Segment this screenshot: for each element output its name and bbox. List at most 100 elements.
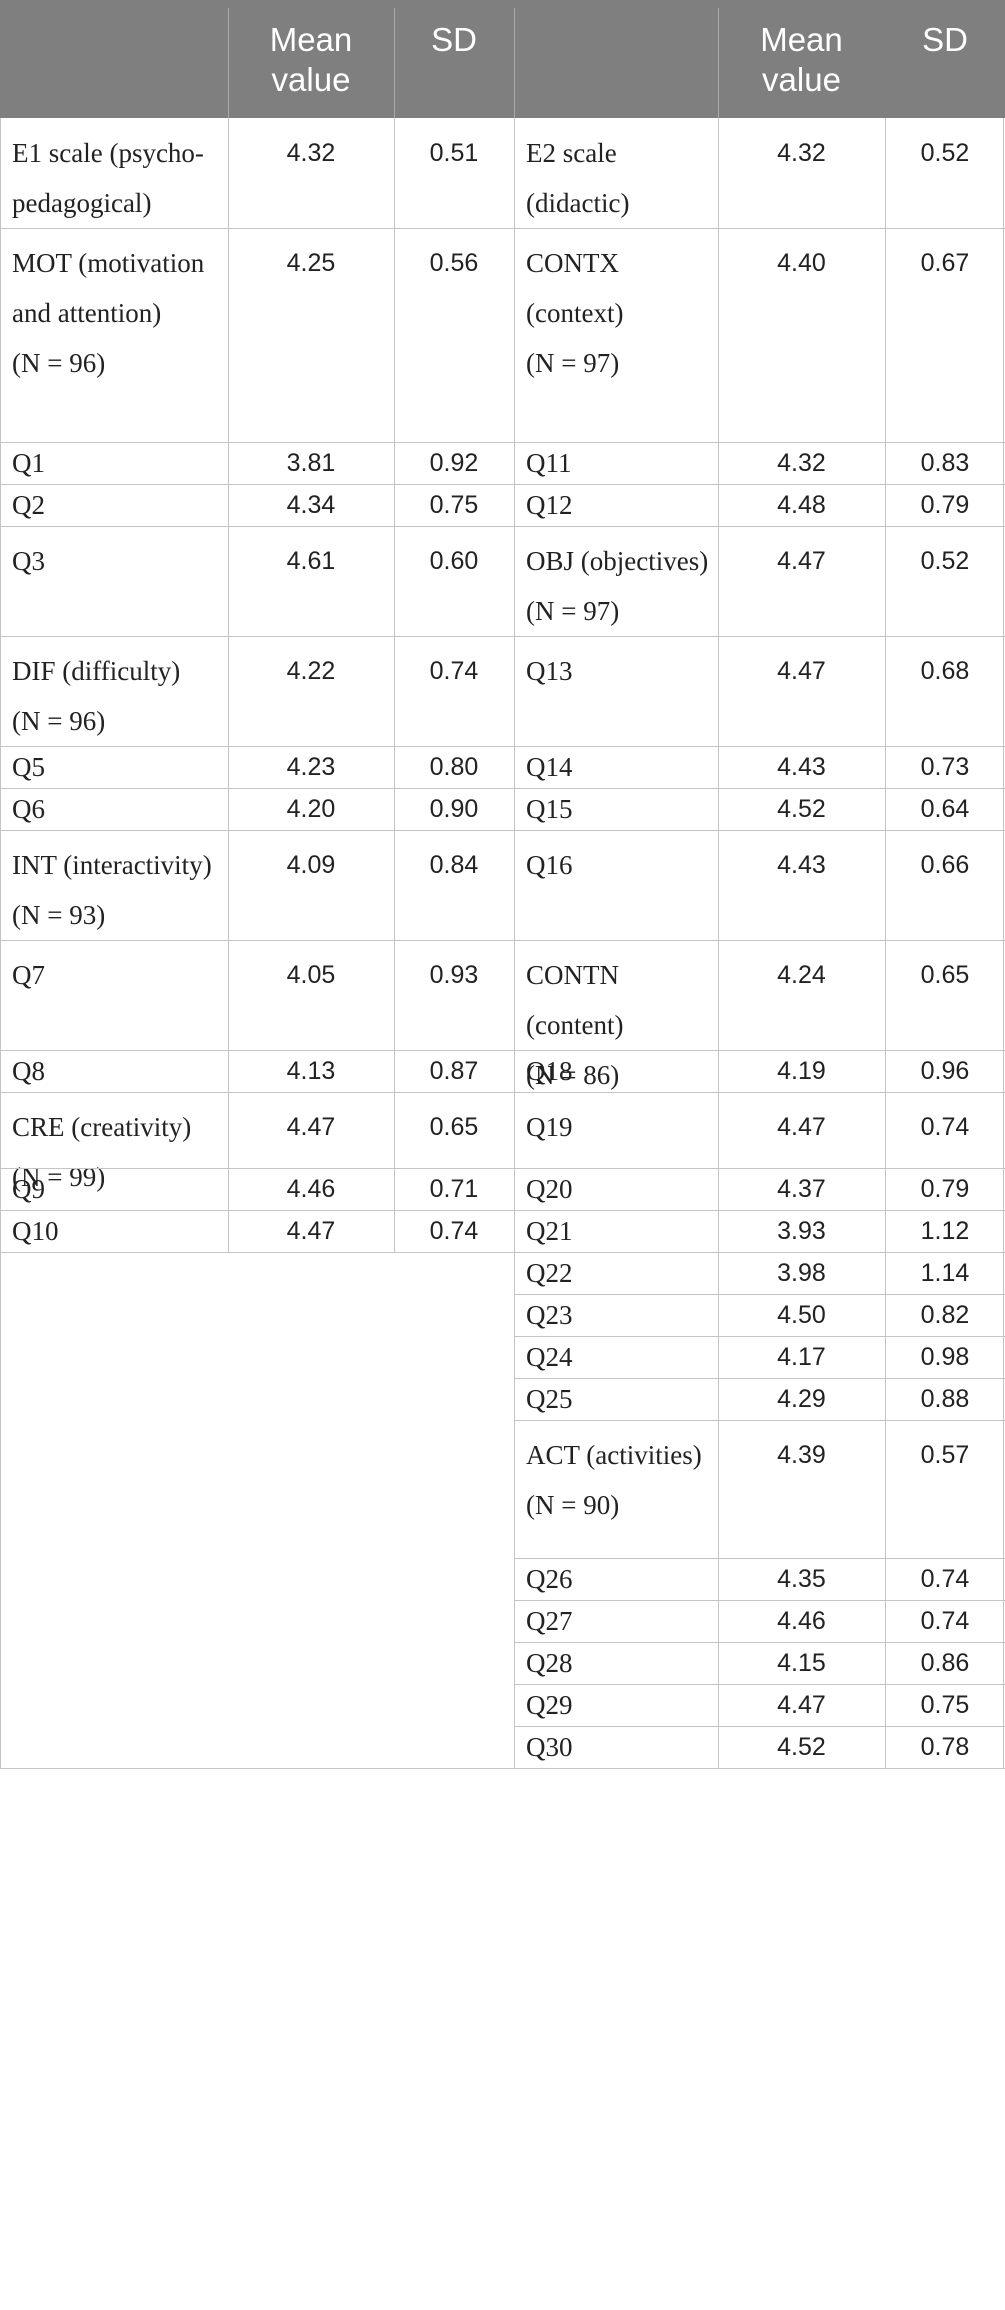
sd-value: 1.12 [920, 1217, 970, 1245]
row-divider [0, 746, 514, 747]
column-divider [718, 118, 719, 1768]
sd-value: 0.74 [429, 1217, 479, 1245]
row-divider [514, 746, 1005, 747]
row-divider [0, 1252, 514, 1253]
row-label-text: DIF (difficulty) [12, 656, 181, 686]
row-label: Q26 [514, 1558, 718, 1600]
row-label-text: Q28 [526, 1648, 573, 1678]
sd-value: 0.74 [920, 1607, 970, 1635]
sd-value: 0.65 [429, 1113, 479, 1141]
row-label-text: CRE (creativity) [12, 1112, 192, 1142]
row-n-count: (N = 97) [526, 596, 620, 626]
row-label-text: OBJ (objectives) [526, 546, 709, 576]
mean-value: 4.40 [777, 249, 826, 277]
header-blank-right [514, 0, 718, 118]
row-divider [514, 636, 1005, 637]
mean-value: 4.32 [777, 449, 826, 477]
sd-value: 0.78 [920, 1733, 970, 1761]
mean-value: 4.22 [286, 657, 336, 685]
row-label: Q20 [514, 1168, 718, 1210]
header-sd-right: SD [922, 21, 968, 58]
row-label: Q2 [0, 484, 228, 526]
sd-value: 1.14 [920, 1259, 970, 1287]
row-divider [514, 1726, 1005, 1727]
row-label: Q27 [514, 1600, 718, 1642]
header-blank-left [0, 0, 228, 118]
row-label: E1 scale (psycho-pedagogical) [0, 118, 228, 228]
row-label-text: Q21 [526, 1216, 573, 1246]
row-divider [0, 442, 514, 443]
mean-value: 3.93 [777, 1217, 826, 1245]
row-divider [514, 830, 1005, 831]
mean-value: 4.35 [777, 1565, 826, 1593]
mean-value: 4.24 [777, 961, 826, 989]
column-divider [514, 118, 515, 1768]
sd-value: 0.60 [429, 547, 479, 575]
row-divider [0, 228, 514, 229]
mean-value: 4.20 [286, 795, 336, 823]
mean-value: 4.47 [777, 657, 826, 685]
mean-value: 4.52 [777, 1733, 826, 1761]
row-label-text: Q12 [526, 490, 573, 520]
row-divider [0, 830, 514, 831]
mean-value: 4.47 [286, 1217, 336, 1245]
mean-value: 4.47 [777, 1113, 826, 1141]
row-n-count: (N = 96) [12, 706, 106, 736]
mean-value: 4.23 [286, 753, 336, 781]
row-divider [514, 228, 1005, 229]
row-label-text: Q27 [526, 1606, 573, 1636]
row-divider [514, 1378, 1005, 1379]
row-label: Q19 [514, 1092, 718, 1168]
row-label-text: Q11 [526, 448, 572, 478]
header-divider [514, 8, 515, 118]
mean-value: 4.52 [777, 795, 826, 823]
row-divider [514, 1768, 1005, 1769]
mean-value: 4.34 [286, 491, 336, 519]
sd-value: 0.52 [920, 547, 970, 575]
row-n-count: (N = 93) [12, 900, 106, 930]
row-n-count: (N = 86) [526, 1060, 620, 1090]
row-label: Q10 [0, 1210, 228, 1252]
sd-value: 0.73 [920, 753, 970, 781]
row-label-text: Q14 [526, 752, 573, 782]
sd-value: 0.90 [429, 795, 479, 823]
row-label: Q15 [514, 788, 718, 830]
table-header-row [0, 0, 1005, 118]
sd-value: 0.86 [920, 1649, 970, 1677]
mean-value: 4.46 [286, 1175, 336, 1203]
row-divider [0, 636, 514, 637]
mean-value: 4.47 [286, 1113, 336, 1141]
sd-value: 0.88 [920, 1385, 970, 1413]
row-label: Q3 [0, 526, 228, 636]
row-label: OBJ (objectives) (N = 97) [514, 526, 718, 636]
row-divider [0, 1092, 514, 1093]
sd-value: 0.65 [920, 961, 970, 989]
row-divider [0, 1210, 514, 1211]
row-label: Q30 [514, 1726, 718, 1768]
row-divider [514, 1210, 1005, 1211]
row-divider [514, 1092, 1005, 1093]
row-label-text: Q9 [12, 1174, 45, 1204]
row-label: Q11 [514, 442, 718, 484]
row-label-text: Q1 [12, 448, 45, 478]
row-label: Q7 [0, 940, 228, 1050]
sd-value: 0.57 [920, 1441, 970, 1469]
row-label: CONTN (content) (N = 86) [514, 940, 718, 1090]
header-divider [394, 8, 395, 118]
row-label: Q12 [514, 484, 718, 526]
mean-value: 4.37 [777, 1175, 826, 1203]
row-label: Q13 [514, 636, 718, 746]
mean-value: 4.32 [777, 139, 826, 167]
sd-value: 0.79 [920, 1175, 970, 1203]
mean-value: 4.43 [777, 851, 826, 879]
sd-value: 0.67 [920, 249, 970, 277]
mean-value: 4.25 [286, 249, 336, 277]
row-divider [514, 1558, 1005, 1559]
sd-value: 0.84 [429, 851, 479, 879]
row-label: MOT (motivation and attention) (N = 96) [0, 228, 228, 442]
row-label-text: Q3 [12, 546, 45, 576]
column-divider [394, 118, 395, 1252]
row-label: Q24 [514, 1336, 718, 1378]
row-divider [514, 1684, 1005, 1685]
